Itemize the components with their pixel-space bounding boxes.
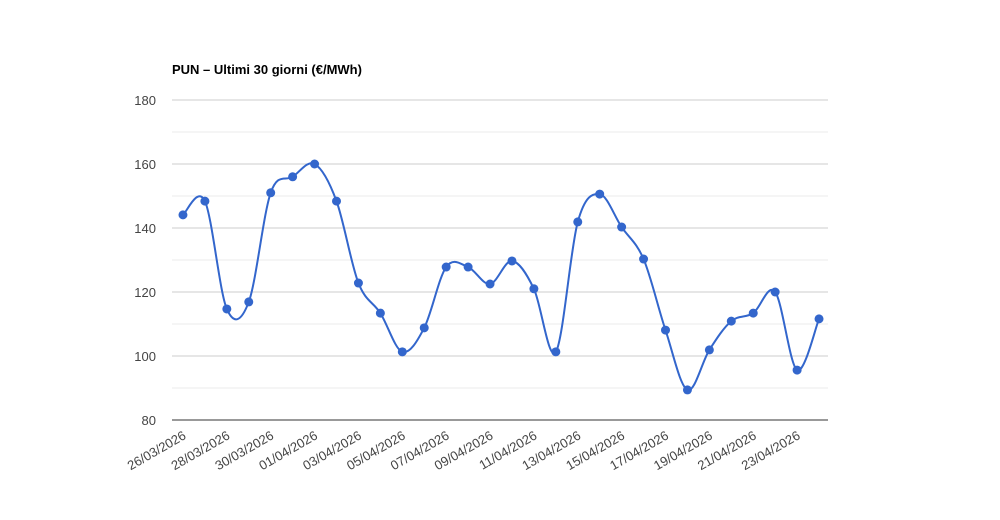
point: [507, 256, 517, 266]
y-tick-label: 180: [134, 93, 156, 108]
y-tick-label: 80: [142, 413, 156, 428]
point: [485, 279, 495, 289]
point: [288, 172, 298, 182]
point: [792, 365, 802, 375]
point: [463, 262, 473, 272]
point: [353, 278, 363, 288]
y-tick-label: 100: [134, 349, 156, 364]
point: [639, 254, 649, 264]
point: [551, 347, 561, 357]
point: [661, 325, 670, 335]
point: [310, 159, 320, 169]
point: [222, 304, 232, 314]
point: [266, 188, 276, 198]
point: [682, 385, 692, 395]
point: [375, 308, 385, 318]
point: [748, 308, 758, 318]
y-tick-label: 120: [134, 285, 156, 300]
y-tick-label: 160: [134, 157, 156, 172]
y-tick-label: 140: [134, 221, 156, 236]
point: [595, 189, 605, 199]
point: [704, 345, 714, 355]
point: [573, 217, 583, 227]
point: [200, 196, 210, 206]
point: [617, 222, 627, 232]
point: [441, 262, 451, 272]
point: [397, 347, 407, 357]
point: [244, 297, 254, 307]
point: [419, 323, 429, 333]
point: [529, 284, 539, 294]
chart-title: PUN – Ultimi 30 giorni (€/MWh): [172, 62, 362, 77]
point: [332, 196, 341, 206]
point: [814, 314, 824, 324]
point: [726, 316, 736, 326]
point: [770, 287, 780, 297]
point: [178, 210, 188, 220]
